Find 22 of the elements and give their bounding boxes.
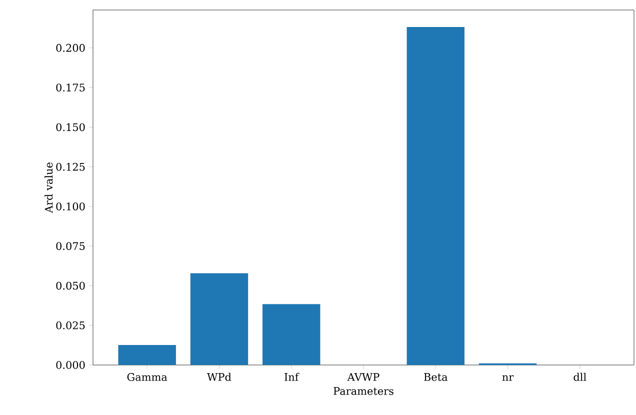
x-tick-label: AVWP — [347, 373, 380, 381]
bar — [262, 304, 320, 365]
x-tick-label: WPd — [207, 372, 232, 381]
y-tick-label: 0.150 — [56, 123, 85, 132]
x-tick-label: dll — [574, 372, 586, 381]
bar — [406, 26, 464, 365]
x-tick-label: nr — [502, 375, 514, 381]
y-tick-label: 0.200 — [56, 44, 85, 52]
x-axis-title: Parameters — [334, 387, 394, 395]
y-axis-title: Ard value — [44, 162, 53, 214]
x-tick-label: Gamma — [127, 373, 168, 381]
y-tick-label: 0.050 — [56, 282, 85, 290]
bar — [190, 273, 248, 365]
y-tick-label: 0.000 — [56, 361, 85, 369]
y-tick-label: 0.075 — [56, 242, 85, 250]
y-tick-label: 0.100 — [56, 202, 85, 210]
x-tick-label: Beta — [424, 373, 448, 381]
y-tick-label: 0.025 — [56, 321, 85, 330]
y-tick-label: 0.125 — [56, 162, 85, 171]
y-tick-label: 0.175 — [56, 84, 85, 92]
x-tick-label: Inf — [284, 372, 300, 381]
bar — [118, 345, 176, 365]
